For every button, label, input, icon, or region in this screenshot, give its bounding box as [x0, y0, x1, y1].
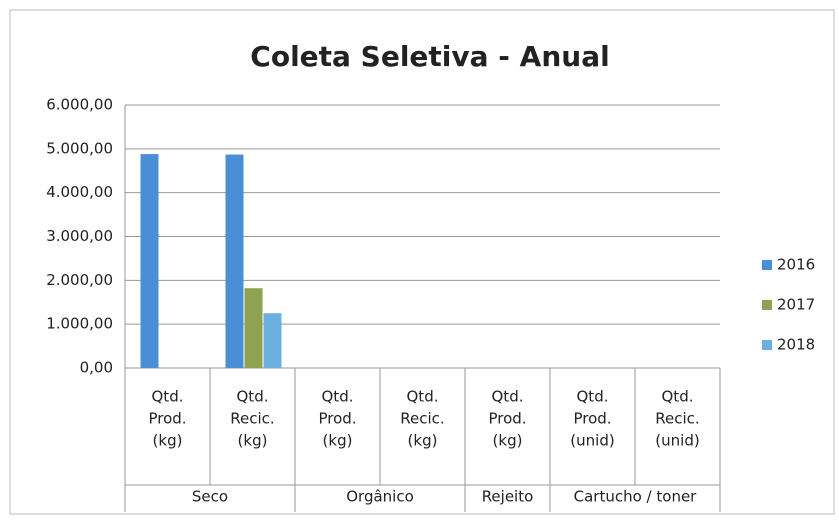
y-tick-label: 2.000,00: [46, 271, 113, 289]
legend-label: 2018: [777, 336, 815, 354]
x-tick-label: Qtd.: [407, 388, 439, 406]
y-tick-label: 4.000,00: [46, 183, 113, 201]
x-tick-label: (unid): [570, 432, 614, 450]
group-label: Orgânico: [346, 488, 414, 506]
x-tick-label: Qtd.: [322, 388, 354, 406]
chart-title: Coleta Seletiva - Anual: [250, 40, 609, 73]
bar: [225, 154, 244, 368]
x-tick-label: (kg): [493, 432, 523, 450]
x-tick-label: Prod.: [318, 410, 356, 428]
y-tick-label: 3.000,00: [46, 227, 113, 245]
x-tick-label: Recic.: [230, 410, 274, 428]
y-tick-label: 5.000,00: [46, 139, 113, 157]
legend-label: 2017: [777, 296, 815, 314]
chart-frame: [9, 9, 835, 515]
x-tick-label: Qtd.: [577, 388, 609, 406]
legend-swatch: [762, 300, 772, 310]
x-tick-label: Recic.: [655, 410, 699, 428]
x-tick-label: Qtd.: [492, 388, 524, 406]
legend-swatch: [762, 340, 772, 350]
y-tick-label: 6.000,00: [46, 96, 113, 114]
group-label: Seco: [192, 488, 228, 506]
x-tick-label: Qtd.: [662, 388, 694, 406]
y-tick-label: 1.000,00: [46, 315, 113, 333]
x-tick-label: Prod.: [573, 410, 611, 428]
bar: [244, 288, 263, 368]
x-tick-label: Recic.: [400, 410, 444, 428]
x-tick-label: Qtd.: [152, 388, 184, 406]
legend-label: 2016: [777, 256, 815, 274]
x-tick-label: (kg): [408, 432, 438, 450]
x-tick-label: (kg): [323, 432, 353, 450]
group-label: Cartucho / toner: [574, 488, 698, 506]
group-label: Rejeito: [482, 488, 534, 506]
x-tick-label: Qtd.: [237, 388, 269, 406]
x-tick-label: (kg): [238, 432, 268, 450]
bar: [263, 313, 282, 368]
y-tick-label: 0,00: [80, 359, 113, 377]
bar: [140, 154, 159, 368]
x-tick-label: Prod.: [148, 410, 186, 428]
x-tick-label: (unid): [655, 432, 699, 450]
x-tick-label: (kg): [153, 432, 183, 450]
x-tick-label: Prod.: [488, 410, 526, 428]
legend-swatch: [762, 260, 772, 270]
